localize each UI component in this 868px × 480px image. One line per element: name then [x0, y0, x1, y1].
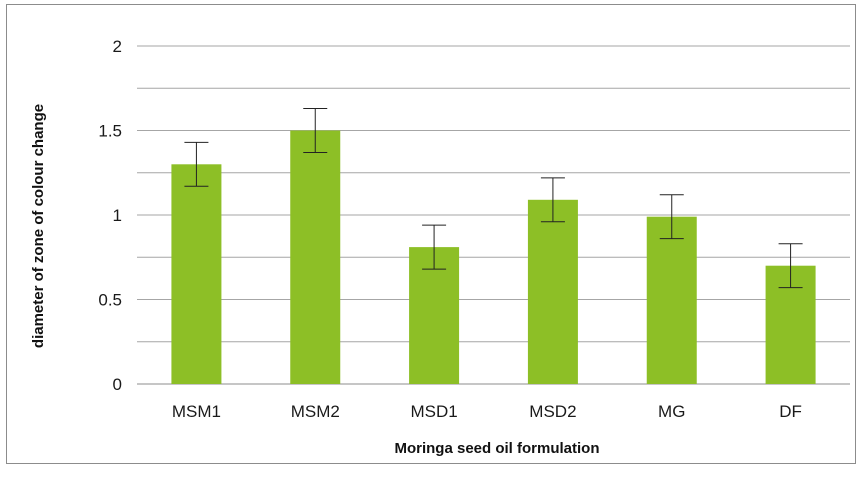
x-tick-label: MSM1 [172, 402, 221, 421]
y-tick-label: 2 [113, 37, 122, 56]
bar-msd2 [527, 199, 578, 384]
x-axis-ticks: MSM1 MSM2 MSD1 MSD2 MG DF [172, 402, 802, 421]
y-axis-ticks: 0 0.5 1 1.5 2 [98, 37, 122, 394]
error-bar-msd2 [540, 177, 565, 223]
chart-frame [6, 4, 856, 464]
bar-mg [646, 216, 697, 384]
x-tick-label: DF [779, 402, 802, 421]
error-bar-df [778, 243, 803, 289]
x-axis-title: Moringa seed oil formulation [394, 440, 599, 457]
y-tick-label: 0.5 [98, 291, 122, 310]
x-tick-label: MSD2 [529, 402, 576, 421]
gridlines [137, 45, 850, 385]
bar-msm2 [290, 130, 341, 384]
bar-msm1 [171, 164, 222, 384]
y-tick-label: 0 [113, 375, 122, 394]
error-bars [184, 108, 803, 289]
y-tick-label: 1 [113, 206, 122, 225]
x-tick-label: MSD1 [410, 402, 457, 421]
error-bar-msm1 [184, 141, 209, 187]
error-bar-mg [659, 194, 684, 240]
y-axis-title: diameter of zone of colour change [30, 104, 47, 348]
x-tick-label: MSM2 [291, 402, 340, 421]
x-tick-label: MG [658, 402, 685, 421]
bar-msd1 [409, 247, 460, 384]
bars [171, 130, 816, 384]
error-bar-msm2 [303, 108, 328, 153]
error-bar-msd1 [422, 224, 447, 270]
y-tick-label: 1.5 [98, 122, 122, 141]
